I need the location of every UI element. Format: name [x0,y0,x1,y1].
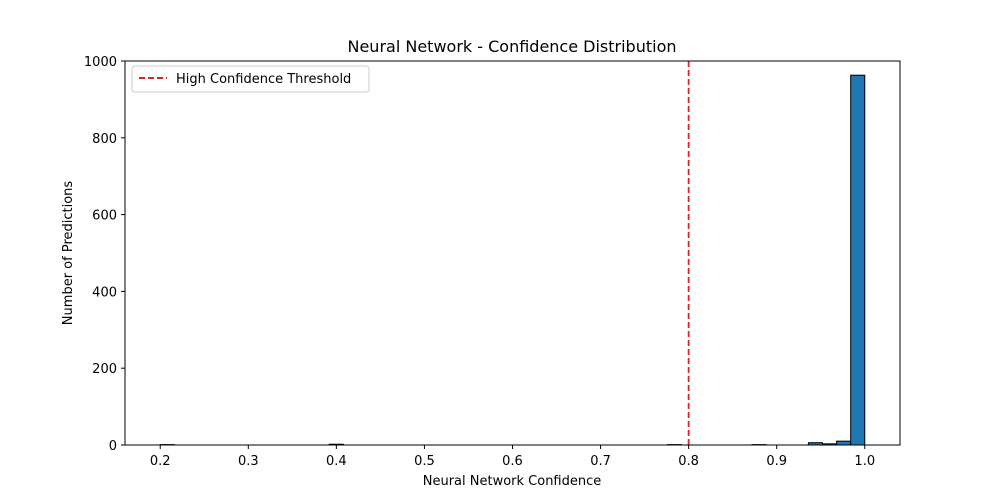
y-tick-label: 1000 [84,55,117,70]
histogram-bar [850,74,866,446]
x-tick-label: 1.0 [854,454,875,469]
x-axis-ticks: 0.2 0.3 0.4 0.5 0.6 0.7 0.8 0.9 1.0 [150,445,875,469]
x-tick-label: 0.8 [678,454,699,469]
x-tick-label: 0.7 [590,454,611,469]
x-tick-label: 0.5 [414,454,435,469]
y-tick-label: 800 [92,132,117,147]
x-axis-label: Neural Network Confidence [423,474,602,489]
y-tick-label: 0 [109,439,117,454]
histogram-bar [836,440,852,446]
x-tick-label: 0.3 [238,454,259,469]
legend: High Confidence Threshold [131,65,370,93]
legend-threshold-label: High Confidence Threshold [176,72,351,87]
chart-title: Neural Network - Confidence Distribution [347,37,676,56]
y-tick-label: 400 [92,285,117,300]
y-axis-ticks: 0 200 400 600 800 1000 [84,55,125,454]
y-tick-label: 600 [92,209,117,224]
x-tick-label: 0.2 [150,454,171,469]
legend-box [131,65,370,93]
y-axis-label: Number of Predictions [61,181,76,326]
x-tick-label: 0.4 [326,454,347,469]
y-tick-label: 200 [92,362,117,377]
x-tick-label: 0.9 [766,454,787,469]
x-tick-label: 0.6 [502,454,523,469]
